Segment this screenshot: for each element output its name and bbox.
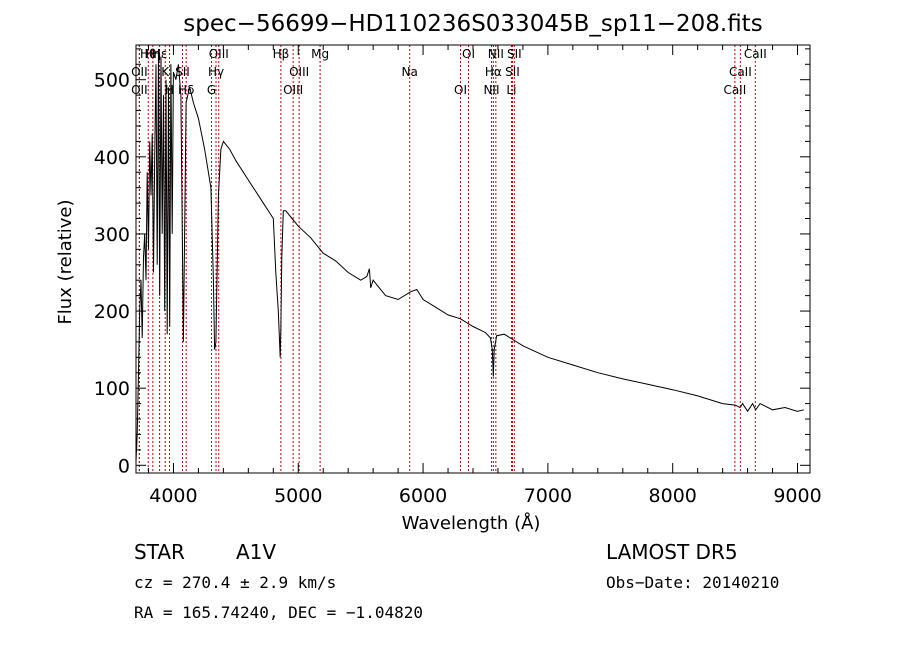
line-marker-label: OII [131,65,148,79]
line-marker-label: OII [131,83,148,97]
line-marker-label: G [207,83,216,97]
line-marker-label: OI [462,47,475,61]
line-marker-label: Hε [152,47,168,61]
survey-name: LAMOST DR5 [606,540,738,564]
line-marker-label: OI [454,83,467,97]
line-marker-label: Li [506,83,516,97]
line-marker-label: NII [488,47,504,61]
y-axis-label: Flux (relative) [55,199,76,324]
y-tick-label: 400 [94,147,130,169]
subclass: A1V [236,540,276,564]
line-marker-label: CaII [729,65,752,79]
spectrum-line [135,48,804,462]
y-tick-label: 100 [94,378,130,400]
line-marker-label: SII [505,65,520,79]
line-marker-label: Hγ [208,65,224,79]
x-tick-label: 9000 [773,485,821,507]
line-marker-labels: HθOIIOIIHηKHHεSIIHδOIIIHγGHβOIIIOIIIMgNa… [131,47,767,97]
x-axis-label: Wavelength (Å) [402,512,541,534]
line-marker-label: CaII [744,47,767,61]
line-marker-label: Hθ [140,47,156,61]
observation-date: Obs−Date: 20140210 [606,573,779,592]
object-class: STAR [134,540,185,564]
chart-title: spec−56699−HD110236S033045B_sp11−208.fit… [183,11,762,37]
line-marker-label: CaII [723,83,746,97]
line-marker-label: H [165,83,174,97]
x-tick-label: 4000 [149,485,197,507]
line-marker-label: Hη [145,47,162,61]
line-marker-label: OIII [209,47,229,61]
y-axis-ticks: 0 100 200 300 400 500 [94,48,810,477]
redshift-velocity: cz = 270.4 ± 2.9 km/s [134,573,336,592]
line-marker-label: K [161,65,170,79]
line-markers [138,45,756,473]
y-tick-label: 300 [94,224,130,246]
x-axis-ticks: 4000 5000 6000 7000 8000 9000 [147,45,822,507]
line-marker-label: Mg [311,47,329,61]
y-tick-label: 200 [94,301,130,323]
plot-frame [135,44,811,474]
line-marker-label: Na [402,65,418,79]
line-marker-label: Hδ [178,83,194,97]
y-tick-label: 500 [94,70,130,92]
x-tick-label: 8000 [649,485,697,507]
x-tick-label: 7000 [524,485,572,507]
x-tick-label: 6000 [399,485,447,507]
coordinates: RA = 165.74240, DEC = −1.04820 [134,603,423,622]
line-marker-label: SII [507,47,522,61]
line-marker-label: Hβ [273,47,290,61]
line-marker-label: OIII [283,83,303,97]
y-tick-label: 0 [118,455,130,477]
line-marker-label: Hα [485,65,502,79]
line-marker-label: NII [483,83,499,97]
x-tick-label: 5000 [274,485,322,507]
line-marker-label: OIII [289,65,309,79]
